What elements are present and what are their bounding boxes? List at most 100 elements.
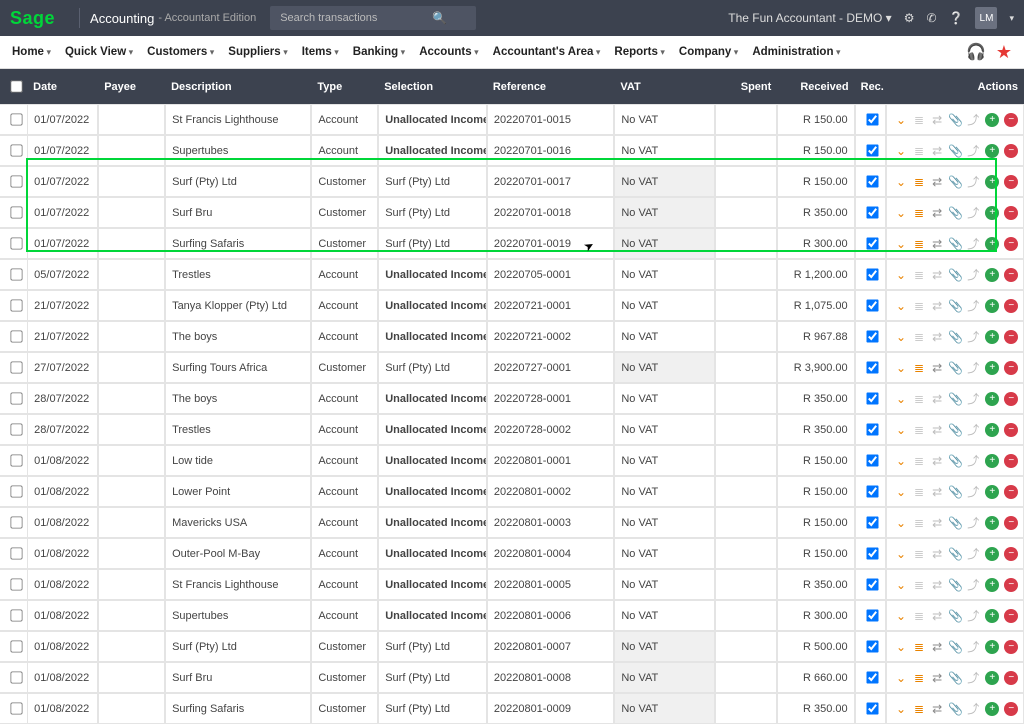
cell-date[interactable]: 01/08/2022 — [27, 445, 98, 476]
cell-type[interactable]: Account — [311, 259, 378, 290]
cell-rec[interactable] — [855, 631, 886, 662]
gear-icon[interactable]: ⚙ — [904, 11, 915, 25]
transfer-icon[interactable]: ⇄ — [930, 547, 944, 561]
cell-date[interactable]: 28/07/2022 — [27, 383, 98, 414]
cell-received[interactable]: R 350.00 — [777, 383, 854, 414]
table-row[interactable]: 01/07/2022 Surf Bru Customer Surf (Pty) … — [0, 197, 1024, 228]
cell-rec[interactable] — [855, 414, 886, 445]
transfer-icon[interactable]: ⇄ — [930, 578, 944, 592]
row-checkbox[interactable] — [10, 299, 22, 311]
transfer-icon[interactable]: ⇄ — [930, 485, 944, 499]
cell-desc[interactable]: St Francis Lighthouse — [165, 569, 311, 600]
row-checkbox[interactable] — [10, 206, 22, 218]
cell-spent[interactable] — [715, 290, 778, 321]
menu-customers[interactable]: Customers — [147, 46, 214, 58]
add-icon[interactable]: + — [985, 702, 999, 716]
allocate-icon[interactable]: ≣ — [912, 237, 926, 251]
add-icon[interactable]: + — [985, 547, 999, 561]
cell-selection[interactable]: Surf (Pty) Ltd — [378, 662, 487, 693]
add-icon[interactable]: + — [985, 392, 999, 406]
rec-checkbox[interactable] — [866, 702, 878, 714]
attachment-icon[interactable]: 📎 — [948, 640, 962, 654]
cell-vat[interactable]: No VAT — [614, 228, 714, 259]
add-icon[interactable]: + — [985, 237, 999, 251]
attachment-icon[interactable]: 📎 — [948, 113, 962, 127]
cell-type[interactable]: Account — [311, 290, 378, 321]
cell-payee[interactable] — [98, 693, 165, 724]
row-checkbox[interactable] — [10, 485, 22, 497]
remove-icon[interactable]: − — [1004, 702, 1018, 716]
cell-desc[interactable]: Surf Bru — [165, 662, 311, 693]
cell-desc[interactable]: Trestles — [165, 259, 311, 290]
cell-type[interactable]: Account — [311, 414, 378, 445]
cell-received[interactable]: R 350.00 — [777, 569, 854, 600]
search-icon[interactable]: 🔍 — [432, 11, 447, 25]
cell-type[interactable]: Account — [311, 135, 378, 166]
cell-desc[interactable]: Surf (Pty) Ltd — [165, 631, 311, 662]
rec-checkbox[interactable] — [866, 392, 878, 404]
remove-icon[interactable]: − — [1004, 144, 1018, 158]
transfer-icon[interactable]: ⇄ — [930, 702, 944, 716]
expand-icon[interactable]: ⌄ — [894, 175, 908, 189]
cell-payee[interactable] — [98, 507, 165, 538]
rec-checkbox[interactable] — [866, 206, 878, 218]
rec-checkbox[interactable] — [866, 671, 878, 683]
expand-icon[interactable]: ⌄ — [894, 547, 908, 561]
attachment-icon[interactable]: 📎 — [948, 175, 962, 189]
allocate-icon[interactable]: ≣ — [912, 330, 926, 344]
cell-reference[interactable]: 20220705-0001 — [487, 259, 614, 290]
cell-date[interactable]: 01/08/2022 — [27, 569, 98, 600]
cell-rec[interactable] — [855, 538, 886, 569]
cell-spent[interactable] — [715, 569, 778, 600]
cell-vat[interactable]: No VAT — [614, 135, 714, 166]
split-icon[interactable]: ⤴ — [966, 144, 980, 158]
cell-payee[interactable] — [98, 662, 165, 693]
rec-checkbox[interactable] — [866, 237, 878, 249]
split-icon[interactable]: ⤴ — [966, 330, 980, 344]
cell-spent[interactable] — [715, 693, 778, 724]
cell-payee[interactable] — [98, 569, 165, 600]
cell-selection[interactable]: Surf (Pty) Ltd — [378, 197, 487, 228]
rec-checkbox[interactable] — [866, 330, 878, 342]
split-icon[interactable]: ⤴ — [966, 299, 980, 313]
cell-reference[interactable]: 20220801-0008 — [487, 662, 614, 693]
cell-type[interactable]: Account — [311, 476, 378, 507]
cell-reference[interactable]: 20220728-0001 — [487, 383, 614, 414]
cell-type[interactable]: Account — [311, 383, 378, 414]
attachment-icon[interactable]: 📎 — [948, 206, 962, 220]
menu-company[interactable]: Company — [679, 46, 738, 58]
cell-received[interactable]: R 300.00 — [777, 228, 854, 259]
cell-desc[interactable]: Surfing Tours Africa — [165, 352, 311, 383]
attachment-icon[interactable]: 📎 — [948, 299, 962, 313]
support-icon[interactable]: 🎧 — [966, 42, 986, 62]
cell-payee[interactable] — [98, 445, 165, 476]
col-vat[interactable]: VAT — [614, 69, 714, 104]
allocate-icon[interactable]: ≣ — [912, 671, 926, 685]
cell-selection[interactable]: Unallocated Income — [378, 290, 487, 321]
cell-vat[interactable]: No VAT — [614, 693, 714, 724]
add-icon[interactable]: + — [985, 609, 999, 623]
cell-desc[interactable]: Outer-Pool M-Bay — [165, 538, 311, 569]
add-icon[interactable]: + — [985, 485, 999, 499]
cell-selection[interactable]: Surf (Pty) Ltd — [378, 693, 487, 724]
col-date[interactable]: Date — [27, 69, 98, 104]
cell-date[interactable]: 01/08/2022 — [27, 600, 98, 631]
split-icon[interactable]: ⤴ — [966, 175, 980, 189]
col-actions[interactable]: Actions — [886, 69, 1024, 104]
transfer-icon[interactable]: ⇄ — [930, 671, 944, 685]
cell-reference[interactable]: 20220701-0018 — [487, 197, 614, 228]
cell-rec[interactable] — [855, 197, 886, 228]
row-checkbox[interactable] — [10, 113, 22, 125]
remove-icon[interactable]: − — [1004, 206, 1018, 220]
expand-icon[interactable]: ⌄ — [894, 144, 908, 158]
allocate-icon[interactable]: ≣ — [912, 609, 926, 623]
account-name[interactable]: The Fun Accountant - DEMO ▾ — [728, 11, 891, 25]
phone-icon[interactable]: ✆ — [926, 11, 936, 25]
remove-icon[interactable]: − — [1004, 268, 1018, 282]
rec-checkbox[interactable] — [866, 640, 878, 652]
cell-reference[interactable]: 20220727-0001 — [487, 352, 614, 383]
col-rec[interactable]: Rec. — [855, 69, 886, 104]
col-desc[interactable]: Description — [165, 69, 311, 104]
cell-date[interactable]: 01/07/2022 — [27, 166, 98, 197]
cell-type[interactable]: Account — [311, 445, 378, 476]
